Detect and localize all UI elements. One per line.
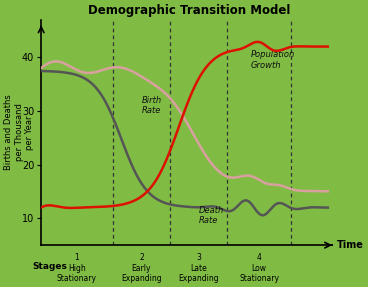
Text: Time: Time <box>337 240 364 250</box>
Text: Population
Growth: Population Growth <box>250 50 295 70</box>
Text: Death
Rate: Death Rate <box>199 206 224 225</box>
Text: 1
High
Stationary: 1 High Stationary <box>57 253 97 283</box>
Text: 3
Late
Expanding: 3 Late Expanding <box>178 253 219 283</box>
Text: Birth
Rate: Birth Rate <box>141 96 162 115</box>
Y-axis label: Births and Deaths
per Thousand
per Year: Births and Deaths per Thousand per Year <box>4 94 34 170</box>
Text: 2
Early
Expanding: 2 Early Expanding <box>121 253 162 283</box>
Title: Demographic Transition Model: Demographic Transition Model <box>88 4 290 17</box>
Text: Stages: Stages <box>32 262 67 271</box>
Text: 4
Low
Stationary: 4 Low Stationary <box>239 253 279 283</box>
